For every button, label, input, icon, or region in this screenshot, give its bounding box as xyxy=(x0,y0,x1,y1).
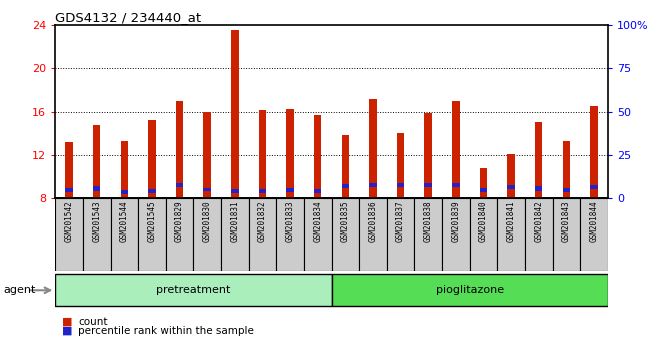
Text: GSM201834: GSM201834 xyxy=(313,200,322,242)
Bar xyxy=(480,188,488,192)
Bar xyxy=(442,198,469,271)
Bar xyxy=(65,142,73,198)
Bar xyxy=(286,188,294,192)
Bar xyxy=(562,188,570,192)
Bar xyxy=(65,188,73,192)
Text: GSM201542: GSM201542 xyxy=(64,200,73,242)
Bar xyxy=(480,168,488,198)
Bar xyxy=(259,110,266,198)
Bar xyxy=(120,190,128,194)
Bar xyxy=(231,189,239,193)
Bar xyxy=(194,198,221,271)
Bar xyxy=(535,122,543,198)
Bar xyxy=(396,133,404,198)
Bar xyxy=(83,198,111,271)
Bar xyxy=(276,198,304,271)
Bar xyxy=(55,198,83,271)
Bar xyxy=(552,198,580,271)
Text: GSM201844: GSM201844 xyxy=(590,200,599,242)
Bar xyxy=(507,185,515,189)
Text: GSM201836: GSM201836 xyxy=(369,200,378,242)
Text: GSM201837: GSM201837 xyxy=(396,200,405,242)
Bar xyxy=(497,198,525,271)
Text: GSM201830: GSM201830 xyxy=(203,200,212,242)
Text: GSM201829: GSM201829 xyxy=(175,200,184,242)
Bar xyxy=(590,185,598,189)
Bar xyxy=(332,198,359,271)
Text: GSM201833: GSM201833 xyxy=(285,200,294,242)
Bar xyxy=(259,189,266,193)
Bar xyxy=(231,30,239,198)
Text: GDS4132 / 234440_at: GDS4132 / 234440_at xyxy=(55,11,201,24)
Text: pretreatment: pretreatment xyxy=(156,285,231,295)
Bar xyxy=(415,198,442,271)
Bar xyxy=(93,187,101,190)
Bar xyxy=(507,154,515,198)
Bar xyxy=(469,198,497,271)
Text: GSM201838: GSM201838 xyxy=(424,200,433,242)
Bar xyxy=(580,198,608,271)
Bar xyxy=(535,187,543,190)
Bar xyxy=(590,106,598,198)
Bar xyxy=(166,198,194,271)
Text: GSM201543: GSM201543 xyxy=(92,200,101,242)
Bar xyxy=(203,188,211,192)
Bar xyxy=(148,120,156,198)
Text: GSM201843: GSM201843 xyxy=(562,200,571,242)
Text: GSM201544: GSM201544 xyxy=(120,200,129,242)
Text: GSM201841: GSM201841 xyxy=(506,200,515,242)
Bar xyxy=(176,101,183,198)
Text: GSM201839: GSM201839 xyxy=(451,200,460,242)
Bar xyxy=(111,198,138,271)
Text: GSM201831: GSM201831 xyxy=(230,200,239,242)
Bar xyxy=(341,184,349,188)
Bar xyxy=(248,198,276,271)
Text: GSM201545: GSM201545 xyxy=(148,200,157,242)
Text: pioglitazone: pioglitazone xyxy=(436,285,504,295)
Bar xyxy=(221,198,248,271)
Text: percentile rank within the sample: percentile rank within the sample xyxy=(78,326,254,336)
Text: ■: ■ xyxy=(62,326,72,336)
Bar xyxy=(369,183,377,187)
Bar xyxy=(286,109,294,198)
Text: count: count xyxy=(78,317,107,327)
Bar xyxy=(120,141,128,198)
Bar xyxy=(359,198,387,271)
Bar xyxy=(396,183,404,187)
Text: GSM201832: GSM201832 xyxy=(258,200,267,242)
Bar xyxy=(424,183,432,187)
Bar xyxy=(176,183,183,187)
Bar xyxy=(387,198,415,271)
Bar xyxy=(562,141,570,198)
Text: GSM201842: GSM201842 xyxy=(534,200,543,242)
Bar xyxy=(369,98,377,198)
Bar xyxy=(55,274,332,306)
Text: GSM201840: GSM201840 xyxy=(479,200,488,242)
Text: ■: ■ xyxy=(62,317,72,327)
Bar xyxy=(203,112,211,198)
Bar xyxy=(314,115,322,198)
Bar xyxy=(93,125,101,198)
Bar xyxy=(314,189,322,193)
Bar xyxy=(525,198,552,271)
Bar xyxy=(304,198,332,271)
Text: GSM201835: GSM201835 xyxy=(341,200,350,242)
Bar xyxy=(341,135,349,198)
Bar xyxy=(148,189,156,193)
Bar xyxy=(332,274,608,306)
Bar xyxy=(138,198,166,271)
Text: agent: agent xyxy=(3,285,36,295)
Bar xyxy=(452,183,460,187)
Bar xyxy=(424,113,432,198)
Bar xyxy=(452,101,460,198)
